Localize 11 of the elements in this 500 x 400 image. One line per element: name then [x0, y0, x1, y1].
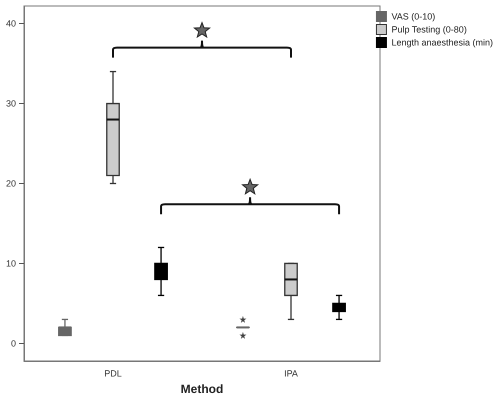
x-axis-title: Method [180, 382, 224, 396]
legend-label: Pulp Testing (0-80) [391, 24, 467, 34]
y-tick-label: 20 [6, 178, 16, 188]
legend-label: Length anaesthesia (min) [391, 38, 494, 48]
y-tick-label: 40 [6, 18, 16, 29]
x-tick-label: IPA [284, 368, 298, 378]
y-tick-label: 10 [6, 258, 16, 268]
y-tick-label: 30 [6, 98, 16, 109]
legend-label: VAS (0-10) [391, 12, 436, 22]
y-tick-label: 0 [10, 338, 16, 348]
x-tick-label: PDL [104, 368, 122, 378]
